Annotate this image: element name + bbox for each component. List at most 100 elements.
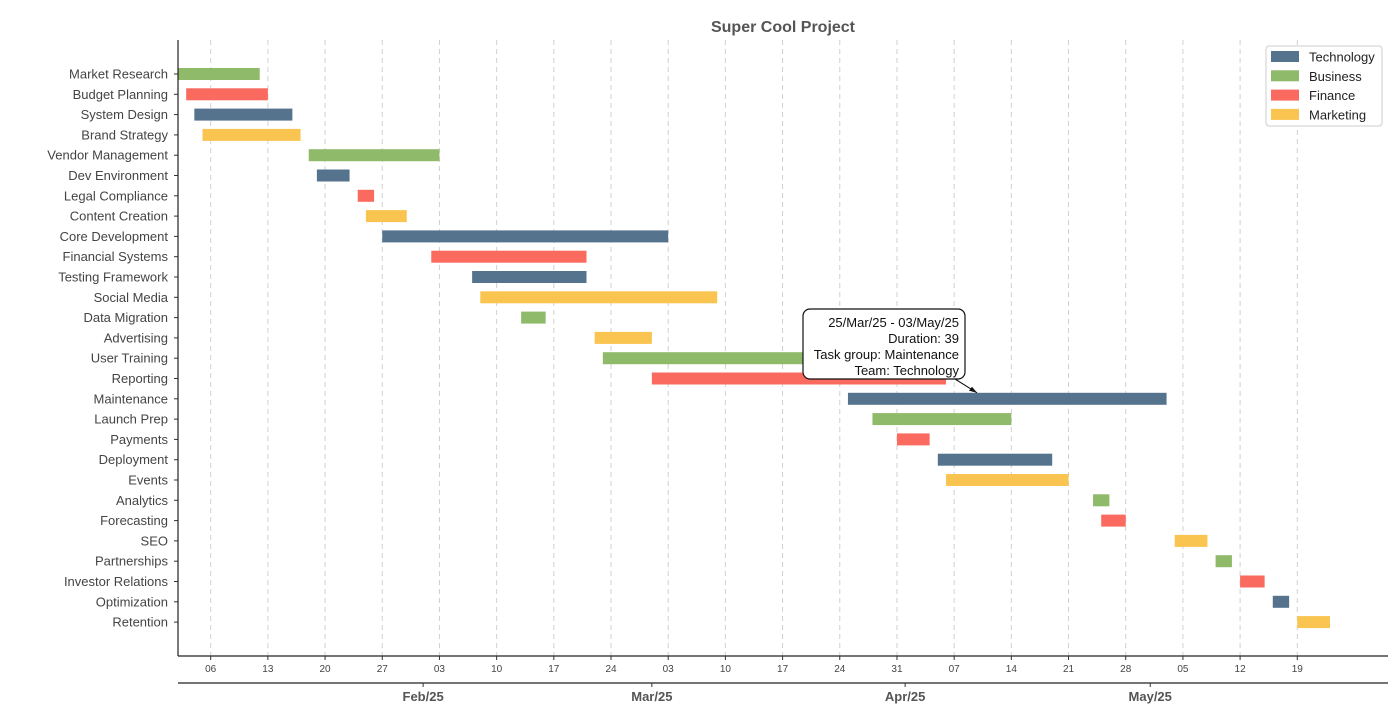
task-label: Payments [110,432,168,447]
legend-swatch [1271,108,1299,120]
annotation-line: 25/Mar/25 - 03/May/25 [828,315,959,330]
task-label: Optimization [96,594,168,609]
task-bar [1272,595,1290,608]
legend-label: Marketing [1309,107,1366,122]
month-tick-label: May/25 [1129,689,1172,704]
task-label: Events [128,473,168,488]
task-bar [202,128,301,141]
legend-swatch [1271,89,1299,101]
month-tick-labels: Feb/25 Mar/25 Apr/25 May/25 [403,683,1172,704]
task-label: Advertising [104,330,168,345]
chart-title: Super Cool Project [711,19,856,36]
task-bar [1215,555,1232,568]
task-label: User Training [91,351,168,366]
task-label: Budget Planning [73,87,168,102]
task-label: Reporting [112,371,168,386]
day-tick-label: 27 [377,664,389,675]
legend-box [1265,45,1383,127]
day-tick-label: 06 [205,664,217,675]
day-tick-labels: 06 13 20 27 03 10 17 24 03 10 17 24 31 07 14 21 28 05 12 19 [205,656,1303,675]
legend-label: Technology [1309,50,1375,65]
task-bar [1093,494,1110,507]
task-bars [178,68,1330,629]
task-label: System Design [81,107,168,122]
task-label: Brand Strategy [81,127,168,142]
day-tick-label: 20 [319,664,331,675]
task-bar [480,291,718,304]
task-bar [365,210,407,223]
task-bar [945,474,1069,486]
legend: Technology Business Finance Marketing [1265,45,1383,127]
task-label: Social Media [94,290,169,305]
task-label: Analytics [116,493,169,508]
annotation-arrowhead [969,386,977,393]
task-labels: Market Research Budget Planning System Des… [47,67,178,630]
task-bar [1240,575,1265,588]
task-label: Financial Systems [63,249,169,264]
day-tick-label: 17 [777,664,789,675]
task-bar [316,169,350,182]
task-label: Core Development [60,229,169,244]
task-label: Data Migration [83,310,168,325]
task-label: Deployment [99,452,169,467]
month-tick-label: Feb/25 [403,689,444,704]
task-bar [847,392,1167,405]
day-tick-label: 05 [1177,664,1189,675]
task-label: Testing Framework [58,270,168,285]
legend-label: Finance [1309,88,1355,103]
task-bar [602,352,848,365]
day-tick-label: 24 [605,664,617,675]
day-tick-label: 17 [548,664,560,675]
task-label: Forecasting [100,513,168,528]
task-bar [186,88,268,101]
task-label: Maintenance [94,391,168,406]
task-bar [1174,534,1208,547]
month-tick-label: Mar/25 [631,689,672,704]
day-tick-label: 03 [663,664,675,675]
task-label: Vendor Management [47,148,168,163]
day-tick-label: 28 [1120,664,1132,675]
task-label: Content Creation [70,209,168,224]
task-label: Retention [112,615,168,630]
day-tick-label: 10 [720,664,732,675]
legend-swatch [1271,70,1299,82]
annotation-line: Duration: 39 [888,331,959,346]
task-bar [1297,616,1330,629]
task-bar [178,68,260,80]
annotation-line: Task group: Maintenance [814,347,959,362]
day-tick-label: 13 [262,664,274,675]
task-label: Dev Environment [68,168,168,183]
task-label: SEO [141,533,168,548]
task-label: Legal Compliance [64,188,168,203]
day-tick-label: 12 [1235,664,1247,675]
task-bar [194,108,293,121]
day-tick-label: 19 [1292,664,1304,675]
month-tick-label: Apr/25 [885,689,925,704]
day-tick-label: 21 [1063,664,1075,675]
task-bar [382,230,669,243]
day-tick-label: 31 [891,664,903,675]
task-bar [431,250,587,263]
task-label: Investor Relations [64,574,169,589]
task-bar [896,433,930,446]
legend-label: Business [1309,69,1362,84]
grid-lines [210,40,1298,656]
task-bar [872,413,1012,426]
day-tick-label: 14 [1006,664,1018,675]
task-label: Launch Prep [94,412,168,427]
task-bar [521,311,546,324]
task-bar [1101,514,1126,527]
day-tick-label: 24 [834,664,846,675]
day-tick-label: 07 [949,664,961,675]
annotation-box [802,308,966,380]
task-bar [937,453,1053,466]
legend-swatch [1271,51,1299,62]
task-bar [472,271,587,283]
day-tick-label: 10 [491,664,503,675]
task-bar [357,189,375,202]
day-tick-label: 03 [434,664,446,675]
task-label: Partnerships [95,554,168,569]
task-bar [308,149,440,162]
